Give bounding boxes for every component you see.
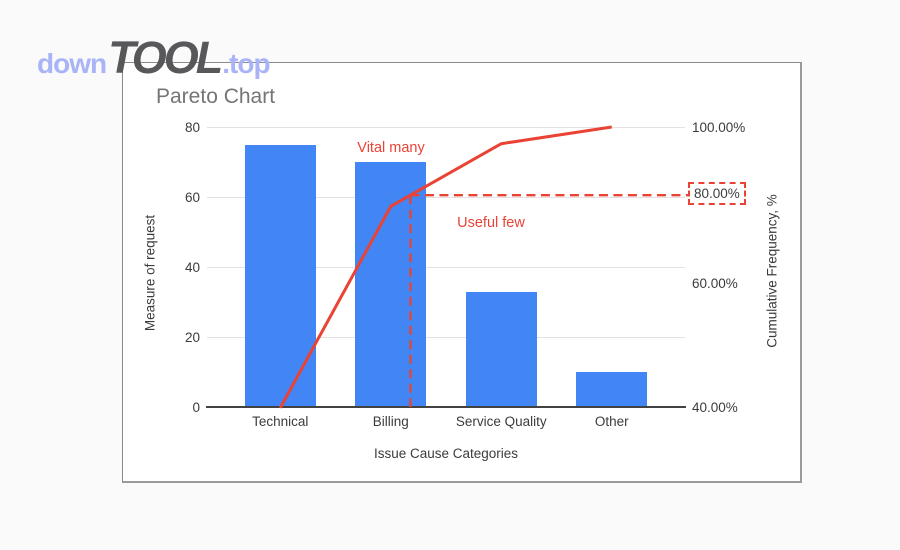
x-axis-line	[206, 406, 686, 408]
logo-text-tool: TOOL	[108, 32, 223, 83]
downtool-logo: down TOOL .top	[37, 32, 271, 83]
right-tick-label: 60.00%	[692, 275, 738, 291]
gridline	[207, 267, 685, 268]
category-label: Service Quality	[455, 414, 547, 429]
bar	[465, 291, 537, 407]
right-tick-label-threshold: 80.00%	[688, 181, 746, 205]
chart-title: Pareto Chart	[156, 85, 276, 108]
category-label: Other	[594, 414, 629, 429]
left-tick-label: 40	[184, 259, 200, 275]
gridline	[207, 337, 685, 338]
cumulative-line-layer	[278, 125, 688, 409]
category-label: Billing	[372, 414, 409, 429]
left-tick-label: 60	[184, 189, 200, 205]
x-axis-title: Issue Cause Categories	[373, 446, 519, 461]
left-tick-label: 20	[184, 329, 200, 345]
cumulative-line	[278, 125, 612, 409]
right-axis-title: Cumulative Frequency, %	[764, 194, 780, 348]
plot-area: Vital many Useful few 0 20 40 60 80 Technical…	[185, 120, 746, 429]
left-tick-label: 80	[184, 119, 200, 135]
annotation-useful-few: Useful few	[457, 215, 525, 231]
bar	[355, 162, 427, 407]
gridline	[207, 127, 685, 128]
left-axis-title: Measure of request	[142, 214, 158, 332]
gridline	[207, 197, 685, 198]
left-tick-label: 0	[192, 399, 200, 415]
right-tick-label: 100.00%	[692, 119, 746, 135]
bar	[576, 372, 648, 407]
logo-text-top: .top	[222, 48, 270, 79]
right-tick-label: 40.00%	[692, 399, 738, 415]
category-label: Technical	[252, 414, 309, 429]
chart-card: Pareto Chart Vital many Useful few 0 20 40…	[122, 62, 802, 483]
annotation-vital-many: Vital many	[357, 140, 425, 156]
logo-text-down: down	[37, 48, 107, 79]
